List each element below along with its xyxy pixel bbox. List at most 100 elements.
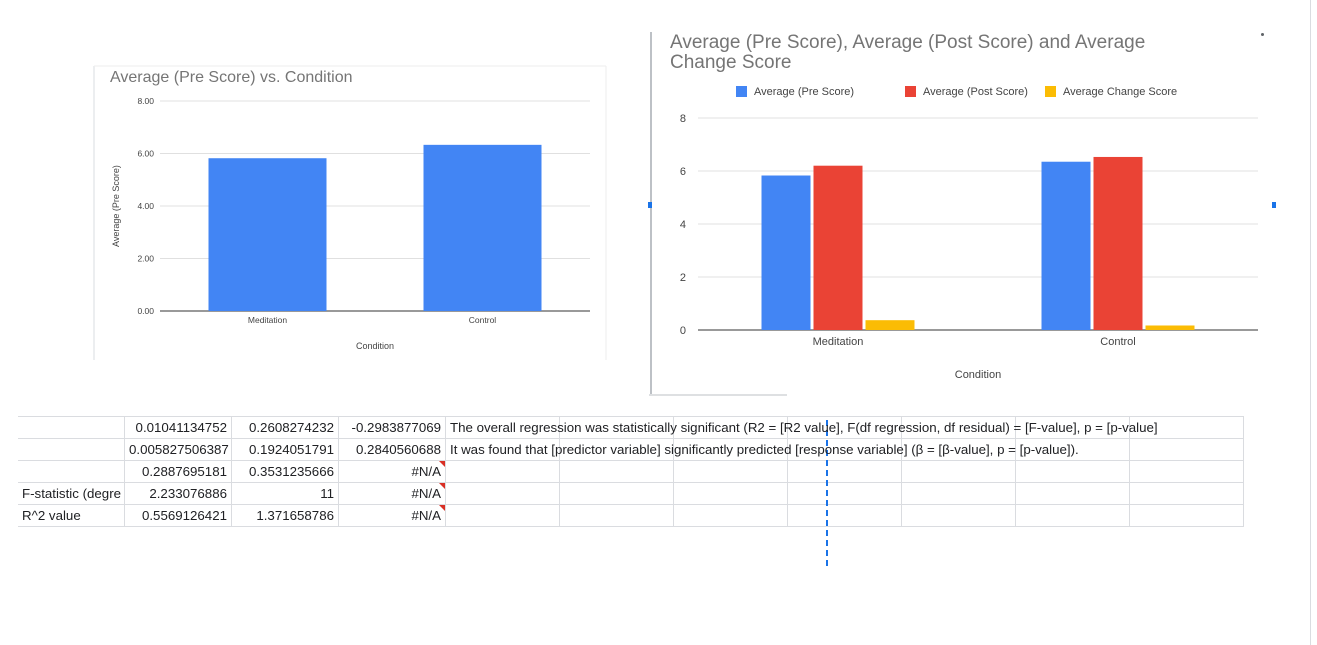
chart-2-legend-label-2: Average Change Score	[1063, 86, 1177, 98]
sheet-cell[interactable]	[787, 460, 902, 483]
sheet-cell[interactable]: 0.2887695181	[124, 460, 232, 483]
chart-2-y-tick-label: 2	[680, 272, 686, 284]
sheet-row: R^2 value 0.5569126421 1.371658786 #N/A	[18, 504, 1244, 527]
chart-1-title: Average (Pre Score) vs. Condition	[110, 69, 352, 86]
sheet-cell[interactable]	[445, 482, 560, 505]
sheet-cell[interactable]	[673, 482, 788, 505]
chart-2-bar-meditation-0	[761, 175, 811, 330]
sheet-cell[interactable]: F-statistic (degre	[18, 482, 125, 505]
chart-2-legend-label-1: Average (Post Score)	[923, 86, 1028, 98]
sheet-cell[interactable]: 0.3531235666	[231, 460, 339, 483]
sheet-cell[interactable]	[559, 482, 674, 505]
chart-2-bar-control-1	[1093, 156, 1143, 330]
column-resize-guide	[826, 420, 828, 566]
sheet-cell[interactable]	[673, 438, 788, 461]
chart-2-title-line-1: Average (Pre Score), Average (Post Score…	[670, 32, 1145, 53]
sheet-cell[interactable]	[787, 438, 902, 461]
sheet-cell[interactable]: 0.5569126421	[124, 504, 232, 527]
sheet-cell[interactable]	[559, 416, 674, 439]
sheet-cell[interactable]: 11	[231, 482, 339, 505]
sheet-cell[interactable]	[18, 416, 125, 439]
sheet-cell[interactable]	[1129, 438, 1244, 461]
chart-2-bar-meditation-1	[813, 165, 863, 330]
sheet-cell[interactable]	[1015, 438, 1130, 461]
sheet-row: 0.2887695181 0.3531235666 #N/A	[18, 460, 1244, 483]
chart-2-x-axis-title: Condition	[955, 369, 1001, 381]
sheet-cell[interactable]	[673, 416, 788, 439]
sheet-row: 0.01041134752 0.2608274232 -0.2983877069 Th…	[18, 416, 1244, 439]
chart-1-x-tick-label: Meditation	[248, 315, 287, 325]
sheet-cell[interactable]: 2.233076886	[124, 482, 232, 505]
sheet-cell[interactable]	[1015, 416, 1130, 439]
sheet-cell[interactable]	[1129, 482, 1244, 505]
chart-1-y-tick-label: 0.00	[137, 306, 154, 316]
sheet-cell[interactable]	[445, 460, 560, 483]
chart-1-y-axis-title: Average (Pre Score)	[111, 165, 121, 247]
chart-2-bar-control-0	[1041, 161, 1091, 330]
sheet-cell[interactable]: #N/A	[338, 460, 446, 483]
sheet-cell[interactable]: 1.371658786	[231, 504, 339, 527]
sheet-right-edge	[1310, 0, 1311, 645]
chart-2-x-tick-label: Control	[1100, 336, 1135, 348]
chart-2-legend-label-0: Average (Pre Score)	[754, 86, 854, 98]
chart-1-y-tick-label: 4.00	[137, 201, 154, 211]
sheet-cell[interactable]	[1015, 504, 1130, 527]
chart-2-legend-swatch-2	[1045, 86, 1056, 97]
chart-1-y-tick-label: 2.00	[137, 254, 154, 264]
chart-resize-handle-left[interactable]	[648, 202, 652, 208]
sheet-cell[interactable]: 0.2840560688	[338, 438, 446, 461]
sheet-cell[interactable]	[673, 460, 788, 483]
sheet-cell[interactable]: -0.2983877069	[338, 416, 446, 439]
sheet-cell[interactable]	[1129, 416, 1244, 439]
chart-1-y-tick-label: 6.00	[137, 149, 154, 159]
sheet-cell[interactable]: #N/A	[338, 482, 446, 505]
sheet-cell[interactable]: R^2 value	[18, 504, 125, 527]
chart-2-y-tick-label: 0	[680, 325, 686, 337]
chart-2-bar-control-2	[1145, 325, 1195, 330]
sheet-cell[interactable]	[1129, 460, 1244, 483]
sheet-cell[interactable]	[559, 504, 674, 527]
chart-2-legend-swatch-1	[905, 86, 916, 97]
sheet-cell[interactable]: 0.01041134752	[124, 416, 232, 439]
sheet-cell[interactable]	[901, 416, 1016, 439]
chart-2-x-tick-label: Meditation	[813, 336, 864, 348]
sheet-row: 0.005827506387 0.1924051791 0.2840560688 It…	[18, 438, 1244, 461]
sheet-cell[interactable]	[787, 504, 902, 527]
sheet-cell[interactable]: The overall regression was statistically…	[445, 416, 1158, 439]
sheet-cell[interactable]	[901, 482, 1016, 505]
chart-average-pre-score-vs-condition[interactable]: Average (Pre Score) vs. Condition 0.00 2.0…	[0, 0, 640, 400]
chart-1-x-axis-title: Condition	[356, 341, 394, 351]
chart-2-y-tick-label: 4	[680, 219, 686, 231]
sheet-cell[interactable]	[1015, 460, 1130, 483]
sheet-cell[interactable]	[559, 438, 674, 461]
sheet-cell[interactable]	[1129, 504, 1244, 527]
sheet-cell[interactable]	[787, 416, 902, 439]
chart-average-pre-post-change-score[interactable]: Average (Pre Score), Average (Post Score…	[640, 0, 1317, 400]
chart-1-y-tick-label: 8.00	[137, 96, 154, 106]
sheet-cell[interactable]: It was found that [predictor variable] s…	[445, 438, 1079, 461]
sheet-cell[interactable]	[559, 460, 674, 483]
sheet-cell[interactable]	[1015, 482, 1130, 505]
sheet-cell[interactable]	[901, 504, 1016, 527]
sheet-cell[interactable]	[901, 438, 1016, 461]
sheet-cell[interactable]: 0.2608274232	[231, 416, 339, 439]
chart-menu-icon[interactable]	[1261, 33, 1264, 36]
sheet-cell[interactable]	[445, 504, 560, 527]
chart-2-y-tick-label: 6	[680, 166, 686, 178]
sheet-cell[interactable]	[18, 438, 125, 461]
sheet-cell[interactable]: 0.005827506387	[124, 438, 232, 461]
sheet-cell[interactable]	[18, 460, 125, 483]
sheet-cell[interactable]: 0.1924051791	[231, 438, 339, 461]
sheet-cell[interactable]	[901, 460, 1016, 483]
sheet-row: F-statistic (degre 2.233076886 11 #N/A	[18, 482, 1244, 505]
chart-2-title-line-2: Change Score	[670, 52, 791, 73]
chart-2-legend-swatch-0	[736, 86, 747, 97]
chart-1-bar-control	[423, 144, 542, 311]
chart-resize-handle-right[interactable]	[1272, 202, 1276, 208]
sheet-cell[interactable]	[787, 482, 902, 505]
spreadsheet-grid[interactable]: 0.01041134752 0.2608274232 -0.2983877069 Th…	[18, 416, 1244, 527]
sheet-cell[interactable]	[673, 504, 788, 527]
chart-2-y-tick-label: 8	[680, 113, 686, 125]
chart-1-bar-meditation	[208, 158, 327, 311]
sheet-cell[interactable]: #N/A	[338, 504, 446, 527]
